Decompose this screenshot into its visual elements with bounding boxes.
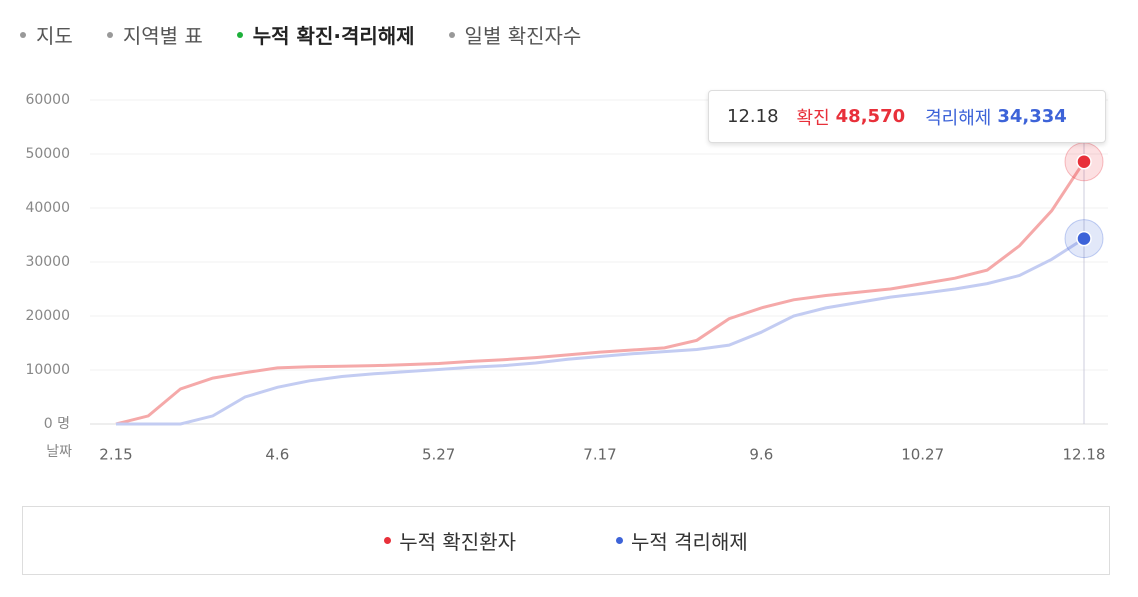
tooltip-value: 34,334 (997, 106, 1067, 127)
tooltip-value: 48,570 (835, 106, 906, 127)
x-tick-label: 9.6 (749, 446, 773, 464)
legend-label: 누적 확진환자 (399, 530, 516, 554)
tab-label: 지역별 표 (122, 24, 203, 48)
point-marker (1076, 153, 1092, 170)
tab[interactable]: 지역별 표 (106, 20, 203, 49)
y-tick-label: 30000 (25, 254, 70, 270)
tooltip: 12.18 확진 48,570 격리해제 34,334 (708, 90, 1106, 143)
legend-item[interactable]: 누적 확진환자 (384, 526, 516, 555)
tab-dot (106, 31, 113, 38)
x-tick-label: 5.27 (422, 446, 455, 464)
tooltip-label: 격리해제 (925, 107, 992, 129)
legend: 누적 확진환자 누적 격리해제 (22, 506, 1110, 575)
y-tick-label: 50000 (25, 146, 70, 162)
tooltip-date: 12.18 (727, 106, 779, 127)
x-tick-label: 7.17 (583, 446, 616, 464)
x-tick-label: 4.6 (265, 446, 289, 464)
tab-label: 지도 (36, 24, 73, 48)
tooltip-label: 확진 (796, 107, 830, 129)
point-marker (1076, 230, 1092, 247)
y-tick-label: 10000 (25, 362, 70, 378)
x-axis-label: 날짜 (46, 444, 72, 460)
y-tick-label: 20000 (25, 308, 70, 324)
x-tick-label: 10.27 (901, 446, 944, 464)
legend-dot (384, 537, 392, 544)
legend-dot (616, 537, 623, 544)
tab-dot (20, 31, 26, 38)
y-tick-label: 40000 (25, 200, 70, 216)
tab-label: 일별 확진자수 (464, 24, 582, 48)
y-tick-label: 60000 (25, 92, 70, 108)
legend-item[interactable]: 누적 격리해제 (616, 526, 748, 555)
x-tick-label: 12.18 (1063, 446, 1106, 464)
tab-bar: 지도 지역별 표 누적 확진·격리해제 일별 확진자수 (20, 20, 581, 49)
tab[interactable]: 누적 확진·격리해제 (236, 20, 415, 49)
chart: 날짜 0 명 10000 20000 30000 40000 50000 60000 2.15… (25, 92, 1108, 464)
series-line (115, 160, 1086, 426)
x-tick-label: 2.15 (99, 446, 132, 464)
y-tick-label: 0 명 (44, 416, 70, 432)
tab-label: 누적 확진·격리해제 (252, 24, 415, 48)
tab-dot (236, 31, 243, 38)
tab[interactable]: 일별 확진자수 (448, 20, 582, 49)
tab-dot (448, 31, 455, 38)
series-line (116, 237, 1085, 426)
legend-label: 누적 격리해제 (631, 530, 748, 554)
tab[interactable]: 지도 (20, 20, 73, 49)
